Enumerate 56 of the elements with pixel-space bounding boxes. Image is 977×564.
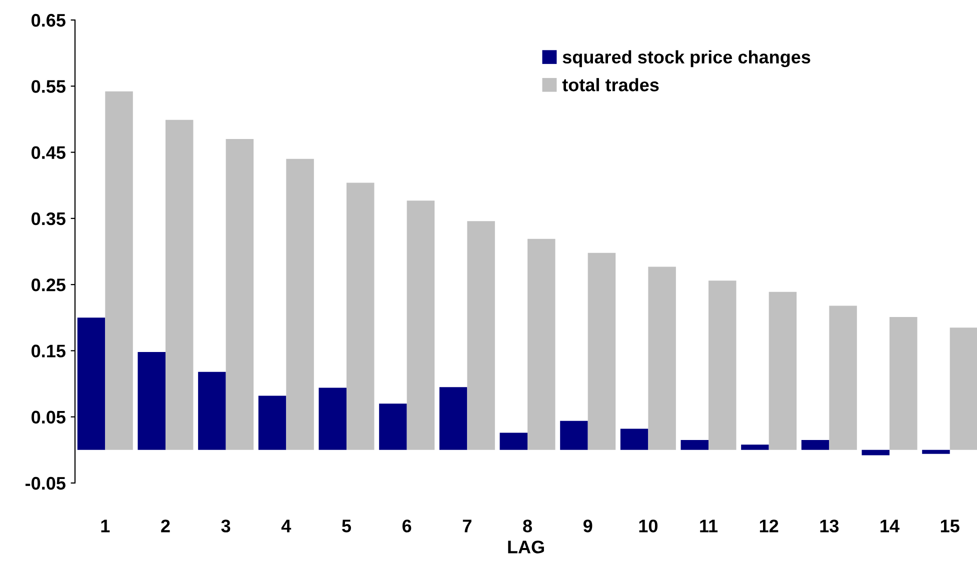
x-tick-label: 6 [402, 520, 412, 532]
bar [560, 420, 588, 450]
y-tick-label: 0.65 [32, 14, 66, 27]
x-tick-label: 15 [940, 520, 960, 532]
y-tick-label: 0.45 [32, 146, 66, 160]
y-tick-label: -0.05 [26, 476, 66, 490]
legend-label: total trades [562, 78, 659, 92]
bar [588, 252, 616, 450]
bar [467, 221, 495, 450]
bar [318, 388, 347, 450]
bar [226, 139, 254, 450]
bar [620, 428, 648, 450]
bar [528, 238, 556, 450]
bar [648, 266, 676, 450]
x-tick-label: 8 [523, 520, 532, 532]
bar [166, 120, 194, 450]
x-tick-label: 12 [760, 520, 778, 532]
bar [379, 404, 407, 450]
y-tick-label: 0.55 [32, 80, 66, 93]
bar [346, 182, 374, 450]
x-tick-label: 5 [342, 520, 352, 532]
x-tick-label: 9 [583, 520, 592, 532]
bar [862, 450, 890, 456]
bar [406, 200, 435, 450]
bar [105, 91, 133, 450]
bar [258, 396, 286, 450]
bar [680, 440, 709, 450]
bar [801, 440, 830, 450]
bar [198, 372, 226, 450]
x-tick-label: 14 [880, 520, 900, 532]
x-tick-label: 2 [161, 520, 170, 532]
y-tick-label: 0.15 [32, 344, 66, 358]
bar [741, 444, 769, 450]
x-tick-label: 4 [281, 520, 292, 532]
x-tick-label: 1 [101, 520, 110, 532]
x-tick-label: 3 [221, 520, 230, 532]
bar [77, 318, 106, 450]
legend-label: squared stock price changes [562, 50, 810, 68]
bar [922, 450, 950, 454]
bar [708, 280, 736, 450]
x-tick-label: 13 [820, 520, 839, 532]
y-tick-label: 0.35 [32, 212, 66, 226]
bar [138, 352, 166, 450]
y-tick-label: 0.05 [32, 410, 66, 424]
bar [439, 387, 468, 450]
y-tick-label: 0.25 [32, 278, 66, 292]
bar [768, 292, 797, 450]
x-tick-label: 11 [700, 520, 718, 532]
x-tick-label: 10 [639, 520, 658, 532]
bar [890, 316, 918, 450]
x-axis-title: LAG [508, 540, 544, 554]
x-tick-label: 7 [462, 520, 472, 532]
bar [286, 158, 314, 450]
bar [950, 328, 977, 450]
bar [829, 306, 857, 450]
bar [500, 432, 528, 450]
